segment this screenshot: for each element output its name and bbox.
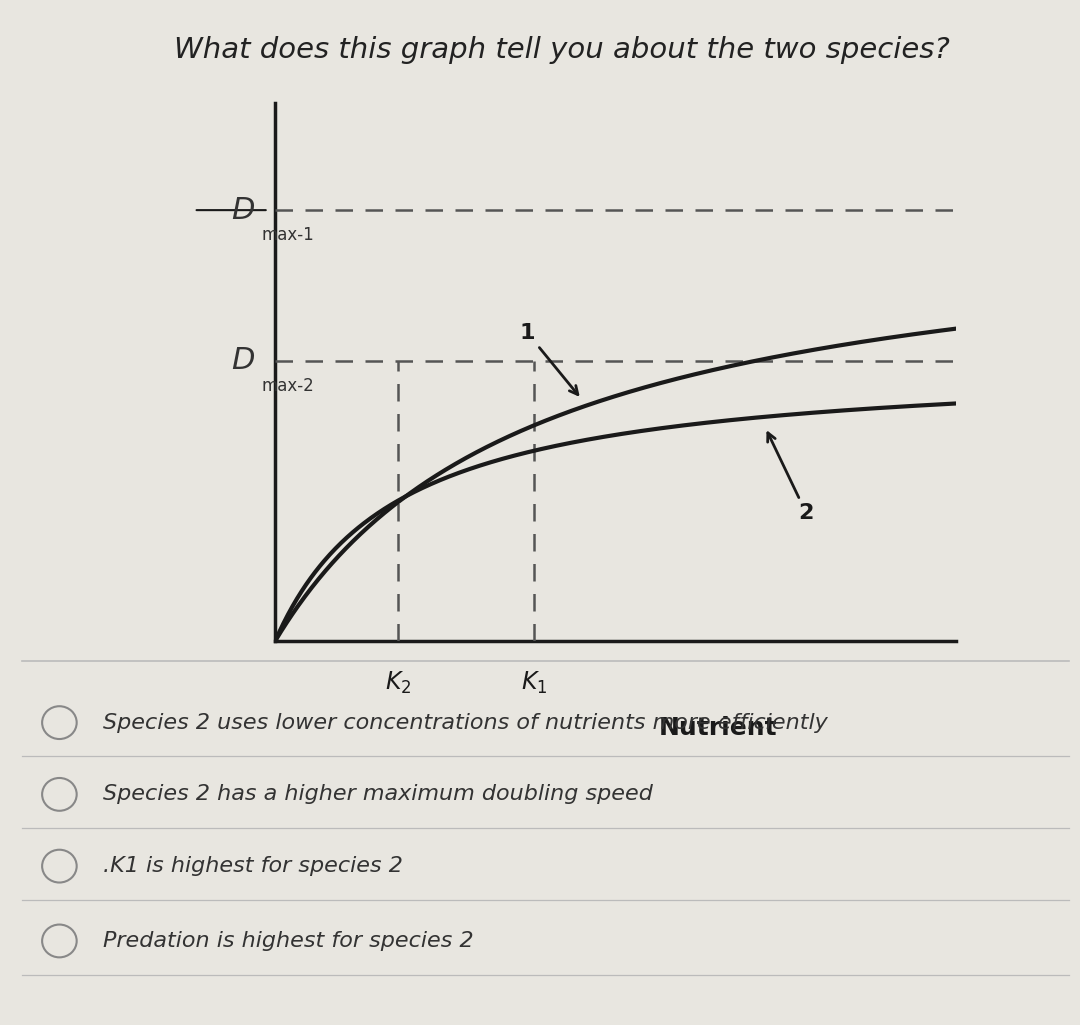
Text: $K_2$: $K_2$ bbox=[384, 670, 411, 696]
Text: $D$: $D$ bbox=[231, 346, 255, 375]
Text: .K1 is highest for species 2: .K1 is highest for species 2 bbox=[103, 856, 403, 876]
Text: max-1: max-1 bbox=[261, 227, 314, 244]
Text: max-2: max-2 bbox=[261, 377, 314, 395]
Text: $D$: $D$ bbox=[231, 196, 255, 224]
Text: Predation is highest for species 2: Predation is highest for species 2 bbox=[103, 931, 473, 951]
Text: Species 2 has a higher maximum doubling speed: Species 2 has a higher maximum doubling … bbox=[103, 784, 652, 805]
Text: What does this graph tell you about the two species?: What does this graph tell you about the … bbox=[174, 36, 949, 64]
Text: 2: 2 bbox=[768, 433, 814, 523]
Text: Nutrient: Nutrient bbox=[659, 715, 777, 740]
Text: 1: 1 bbox=[519, 323, 578, 395]
Text: Species 2 uses lower concentrations of nutrients more efficiently: Species 2 uses lower concentrations of n… bbox=[103, 712, 827, 733]
Text: $K_1$: $K_1$ bbox=[521, 670, 548, 696]
